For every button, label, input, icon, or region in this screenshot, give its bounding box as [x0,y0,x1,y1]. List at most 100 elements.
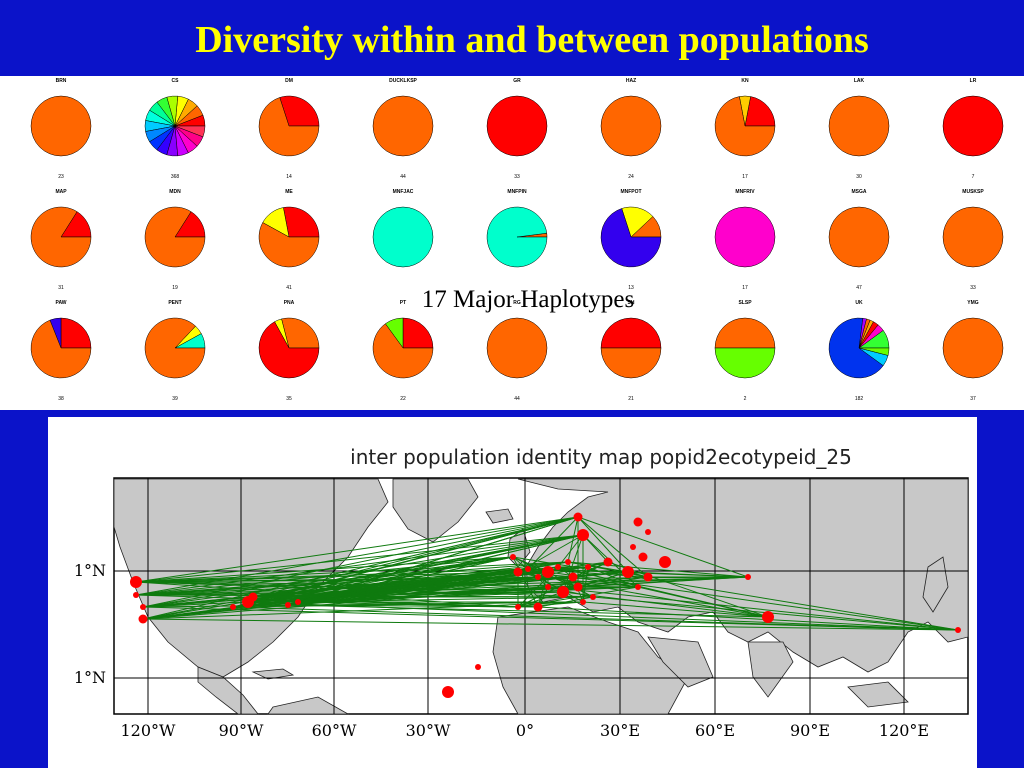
pie-slice [30,95,92,157]
population-point [622,566,634,578]
pie-chart [714,317,776,379]
connection-lines [135,516,959,631]
pie-paw: PAW 38 [4,298,118,409]
pie-cs: CS 368 [118,76,232,187]
pie-name: KN [741,78,749,84]
pie-name: CS [171,78,179,84]
connection-line [592,596,959,631]
pie-slice [486,95,548,157]
population-point [603,557,613,567]
population-point [635,584,641,590]
connection-line [577,571,629,588]
pie-sample-size: 17 [742,174,748,180]
pie-chart [30,95,92,157]
pie-chart [258,95,320,157]
population-point [573,512,583,522]
pie-chart [30,317,92,379]
pie-slice [258,222,320,268]
pie-slice [600,95,662,157]
connection-line [537,576,639,588]
lon-labels: 120°W 90°W 60°W 30°W 0° 30°E 60°E 90°E 120°E [121,721,930,740]
pie-ymg: YMG 37 [916,298,1024,409]
pie-chart [486,95,548,157]
lon-label: 60°W [312,721,357,740]
pie-slice [30,206,92,268]
pie-gr: GR 33 [460,76,574,187]
connection-line [517,601,584,608]
connection-line [135,516,579,596]
pie-sample-size: 17 [742,285,748,291]
pie-slice [144,317,206,379]
connection-line [135,561,569,583]
slide-title: Diversity within and between populations [195,19,869,61]
pie-chart [144,317,206,379]
haplotypes-label: 17 Major Haplotypes [421,286,635,313]
connection-line [517,561,609,608]
connection-line [252,576,539,598]
pie-name: MUSKSP [962,189,984,195]
population-point [442,686,454,698]
connection-line [527,561,569,570]
pie-msga: MSGA 47 [802,187,916,298]
pie-brn: BRN 23 [4,76,118,187]
population-point [542,566,554,578]
pie-name: RG [513,300,521,306]
pie-slice [828,206,890,268]
pie-sample-size: 182 [854,396,864,402]
connection-line [577,516,749,578]
pie-me: ME 41 [232,187,346,298]
pie-slice [942,206,1004,268]
pie-chart [144,206,206,268]
haplotype-pie-grid: BRN 23 CS 368 DM 14 DUCKLKSP 44 GR 33 HAZ 24 KN 17 LAK… [0,76,1024,410]
pie-slice [828,95,890,157]
population-point [585,564,591,570]
connection-line [577,576,749,588]
lon-label: 90°W [219,721,264,740]
pie-name: MAP [55,189,67,195]
connection-line [252,561,569,598]
pie-chart [486,206,548,268]
pie-name: LR [969,78,977,84]
pie-slice [281,317,320,349]
identity-map-panel: 1°N 1°N 120°W 90°W 60°W 30°W 0° 30°E 60°E 90°E 1… [48,417,977,768]
connection-line [297,516,579,603]
pie-slice [486,317,548,379]
connection-line [297,596,594,603]
population-point [140,604,146,610]
pie-slice [600,317,662,349]
connection-line [247,534,584,603]
lon-label: 30°E [600,721,640,740]
pie-sample-size: 368 [170,174,180,180]
pie-slice [714,206,776,268]
pie-name: SLSP [738,300,752,306]
pie-chart [372,317,434,379]
population-point [248,592,258,602]
connection-line [232,606,959,631]
pie-pt: PT 22 [346,298,460,409]
pie-slice [372,323,434,379]
pie-chart [600,206,662,268]
pie-slice [714,96,776,157]
connection-line [142,516,579,608]
connection-line [607,561,769,618]
connection-line [142,618,959,631]
connection-line [135,534,584,583]
pie-ducklksp: DUCKLKSP 44 [346,76,460,187]
population-point [545,584,551,590]
pie-sample-size: 33 [514,174,520,180]
pie-haz: HAZ 24 [574,76,688,187]
connection-line [567,516,579,563]
pie-kn: KN 17 [688,76,802,187]
pie-mdn: MDN 19 [118,187,232,298]
pie-chart [942,95,1004,157]
population-point [557,586,569,598]
connection-line [252,516,579,598]
connection-line [297,534,584,603]
pie-name: YMG [967,300,979,306]
pie-sample-size: 2 [743,396,747,402]
connection-line [297,576,539,603]
pie-mnfpot: MNFPOT 13 [574,187,688,298]
pie-sample-size: 24 [628,174,634,180]
pie-slice [402,317,434,349]
pie-rg: RG 44 [460,298,574,409]
